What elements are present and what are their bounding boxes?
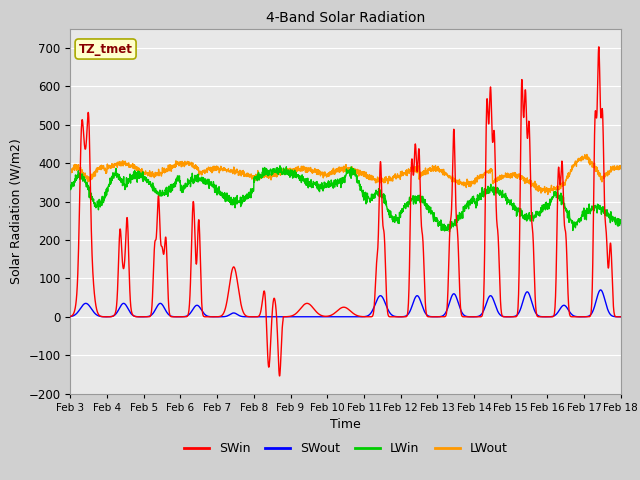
LWout: [617, 165, 625, 171]
SWout: [568, 312, 576, 318]
LWout: [220, 165, 228, 171]
Line: SWin: SWin: [70, 47, 621, 376]
LWout: [544, 192, 552, 197]
SWin: [568, 314, 576, 320]
Text: TZ_tmet: TZ_tmet: [79, 43, 132, 56]
Y-axis label: Solar Radiation (W/m2): Solar Radiation (W/m2): [10, 138, 23, 284]
LWout: [506, 175, 513, 180]
LWout: [374, 178, 381, 184]
SWout: [374, 296, 381, 301]
LWout: [584, 155, 592, 161]
LWin: [374, 190, 381, 195]
Line: LWout: LWout: [70, 155, 621, 194]
SWin: [276, 373, 284, 379]
SWout: [291, 314, 299, 320]
SWout: [617, 314, 625, 320]
LWin: [220, 192, 228, 197]
LWin: [506, 202, 514, 208]
SWin: [584, 314, 591, 320]
SWout: [362, 313, 369, 319]
LWin: [276, 163, 284, 168]
LWin: [67, 186, 74, 192]
SWin: [595, 44, 603, 50]
Title: 4-Band Solar Radiation: 4-Band Solar Radiation: [266, 11, 425, 25]
SWout: [584, 313, 591, 319]
Legend: SWin, SWout, LWin, LWout: SWin, SWout, LWin, LWout: [179, 437, 513, 460]
SWin: [220, 310, 228, 315]
SWin: [617, 314, 625, 320]
SWout: [597, 287, 605, 293]
SWout: [220, 314, 228, 320]
LWout: [362, 174, 369, 180]
SWin: [374, 249, 381, 254]
LWin: [569, 219, 577, 225]
LWin: [362, 192, 369, 198]
LWin: [584, 207, 592, 213]
SWin: [67, 313, 74, 319]
LWout: [568, 163, 576, 168]
SWin: [506, 314, 513, 320]
SWin: [362, 314, 369, 320]
SWout: [67, 313, 74, 319]
LWin: [617, 218, 625, 224]
LWin: [445, 229, 453, 235]
X-axis label: Time: Time: [330, 418, 361, 431]
Line: LWin: LWin: [70, 166, 621, 232]
SWout: [506, 314, 513, 320]
LWout: [583, 152, 591, 157]
Line: SWout: SWout: [70, 290, 621, 317]
LWout: [67, 172, 74, 178]
